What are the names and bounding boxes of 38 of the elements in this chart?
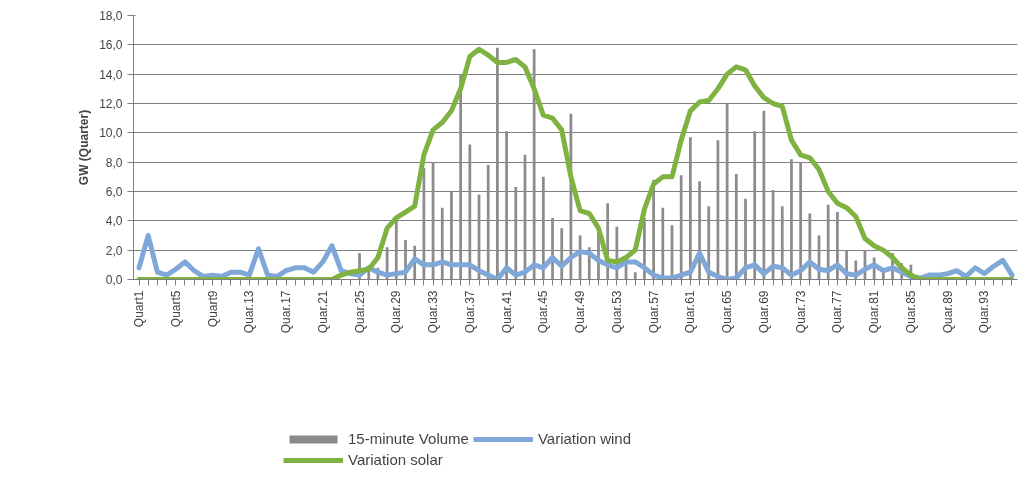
x-tick-label: Quar.53 (609, 290, 624, 334)
x-tick-label: Quar.49 (573, 290, 588, 334)
x-tick-label: Quar.21 (315, 290, 330, 334)
x-tick-label: Quar.61 (683, 290, 698, 334)
x-tick-label: Quar.77 (830, 290, 845, 334)
y-axis-title: GW (Quarter) (77, 109, 92, 186)
x-tick-label: Quart1 (132, 290, 147, 328)
x-tick-label: Quar.65 (720, 290, 735, 334)
x-tick-label: Quar.25 (352, 290, 367, 334)
x-tick-label: Quar.85 (903, 290, 918, 334)
y-tick-label: 4,0 (105, 214, 123, 229)
x-tick-label: Quar.57 (646, 290, 661, 334)
y-tick-label: 0,0 (105, 273, 123, 287)
x-tick-label: Quar.69 (756, 290, 771, 334)
y-tick-label: 2,0 (105, 243, 123, 258)
legend-label: Variation solar (348, 451, 443, 468)
x-tick-label: Quar.17 (279, 290, 294, 334)
x-tick-label: Quar.37 (462, 290, 477, 334)
x-tick-label: Quar.13 (242, 290, 257, 334)
x-tick-label: Quar.81 (867, 290, 882, 334)
y-tick-label: 6,0 (105, 185, 123, 199)
x-tick-label: Quar.41 (499, 290, 514, 334)
x-tick-label: Quar.73 (793, 290, 808, 334)
x-tick-label: Quar.33 (426, 290, 441, 334)
y-tick-label: 8,0 (105, 155, 123, 170)
y-tick-label: 14,0 (99, 67, 123, 82)
x-tick-label: Quart5 (168, 290, 183, 328)
x-tick-label: Quar.29 (389, 290, 404, 334)
y-tick-label: 16,0 (99, 38, 123, 53)
y-tick-label: 10,0 (99, 126, 123, 141)
x-tick-label: Quar.89 (940, 290, 955, 334)
y-tick-label: 12,0 (99, 97, 123, 111)
x-tick-label: Quart9 (205, 290, 220, 328)
legend-label: 15-minute Volume (348, 430, 469, 447)
x-tick-label: Quar.45 (536, 290, 551, 334)
y-tick-label: 18,0 (99, 9, 123, 23)
x-tick-label: Quar.93 (977, 290, 992, 334)
legend-label: Variation wind (537, 430, 632, 447)
